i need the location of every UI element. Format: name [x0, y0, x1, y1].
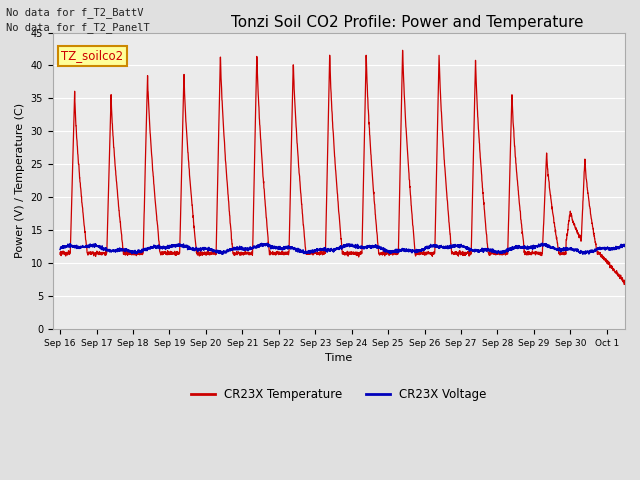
Y-axis label: Power (V) / Temperature (C): Power (V) / Temperature (C) [15, 103, 25, 258]
X-axis label: Time: Time [325, 353, 353, 363]
Text: No data for f_T2_PanelT: No data for f_T2_PanelT [6, 22, 150, 33]
Text: TZ_soilco2: TZ_soilco2 [61, 49, 124, 62]
Text: No data for f_T2_BattV: No data for f_T2_BattV [6, 7, 144, 18]
Legend: CR23X Temperature, CR23X Voltage: CR23X Temperature, CR23X Voltage [186, 384, 492, 406]
Title: Tonzi Soil CO2 Profile: Power and Temperature: Tonzi Soil CO2 Profile: Power and Temper… [231, 15, 584, 30]
